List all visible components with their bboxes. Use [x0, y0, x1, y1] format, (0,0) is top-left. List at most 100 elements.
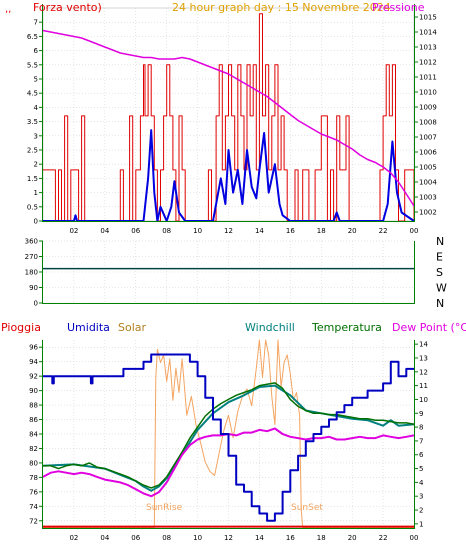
humidity-tick-label: 84 — [29, 431, 38, 439]
humidity-tick-label: 80 — [29, 459, 38, 467]
pressure-tick-label: 1013 — [419, 44, 437, 52]
x-tick-label-08: 08 — [162, 534, 171, 542]
humidity-tick-label: 74 — [29, 503, 38, 511]
humidity-tick-label: 96 — [29, 344, 38, 352]
x-tick-label-20: 20 — [348, 534, 357, 542]
direction-tick-label: 360 — [25, 238, 38, 246]
x-tick-label-22: 22 — [379, 534, 388, 542]
humidity-tick-label: 78 — [29, 474, 38, 482]
pressure-tick-label: 1015 — [419, 14, 437, 22]
humidity-tick-label: 94 — [29, 358, 38, 366]
wind-tick-label: 1 — [34, 189, 38, 197]
wind-tick-label: 5.5 — [27, 61, 38, 69]
wind-tick-label: 6 — [34, 47, 39, 55]
pressure-tick-label: 1011 — [419, 74, 437, 82]
x-tick-label-08: 08 — [162, 227, 171, 235]
pressure-tick-label: 1010 — [419, 89, 437, 97]
sunset-annotation: SunSet — [291, 503, 323, 513]
x-tick-label-14: 14 — [255, 227, 264, 235]
temperature-legend: Temperatura — [311, 321, 382, 334]
x-tick-label-12: 12 — [224, 534, 233, 542]
x-tick-label-16: 16 — [286, 534, 295, 542]
temperature-tick-label: 14 — [419, 341, 428, 349]
x-tick-label-12: 12 — [224, 227, 233, 235]
humidity-tick-label: 86 — [29, 416, 38, 424]
temperature-tick-label: 11 — [419, 382, 428, 390]
humidity-tick-label: 76 — [29, 488, 38, 496]
x-tick-label-10: 10 — [193, 227, 202, 235]
rain-legend: Pioggia — [1, 321, 41, 334]
x-tick-label-04: 04 — [100, 534, 109, 542]
humidity-tick-label: 82 — [29, 445, 38, 453]
x-tick-label-06: 06 — [131, 534, 140, 542]
pressure-tick-label: 1002 — [419, 209, 437, 217]
pressure-tick-label: 1012 — [419, 59, 437, 67]
wind-tick-label: 3 — [34, 132, 38, 140]
temperature-tick-label: 8 — [419, 424, 423, 432]
wind-tick-label: 2.5 — [27, 147, 38, 155]
x-tick-label-14: 14 — [255, 534, 264, 542]
wind-tick-label: 6.5 — [27, 33, 38, 41]
top-center-header: 24 hour graph day : 15 Novembre 2024 — [172, 1, 391, 14]
top-x-ticks: 02 04 06 08 10 12 14 16 18 20 22 00 — [69, 227, 418, 235]
compass-label-S: S — [436, 266, 443, 279]
wind-tick-label: 7 — [34, 19, 38, 27]
wind-tick-label: 5 — [34, 76, 38, 84]
wind-gust-line — [43, 129, 415, 222]
wind-tick-label: 3.5 — [27, 118, 38, 126]
x-tick-label-10: 10 — [193, 534, 202, 542]
pressure-tick-label: 1006 — [419, 149, 437, 157]
pressure-tick-label: 1014 — [419, 29, 437, 37]
wind-tick-label: 0 — [34, 218, 38, 226]
wind-tick-label: 4.5 — [27, 90, 38, 98]
top-left-ticks: 0 0.5 1 1.5 2 2.5 3 3.5 4 4.5 5 5.5 6 6.5 7 — [27, 19, 43, 226]
humidity-tick-label: 88 — [29, 402, 38, 410]
top-right-ticks: 1002 1003 1004 1005 1006 1007 1008 1009 1010 1011… — [414, 14, 437, 217]
temperature-tick-label: 13 — [419, 354, 428, 362]
direction-tick-label: 270 — [25, 253, 38, 261]
x-tick-label-02: 02 — [69, 534, 78, 542]
temperature-tick-label: 10 — [419, 396, 428, 404]
x-tick-label-02: 02 — [69, 227, 78, 235]
compass-label-E: E — [436, 251, 443, 264]
temperature-line — [43, 382, 415, 489]
solar-line — [43, 339, 414, 529]
bottom-series — [42, 339, 415, 529]
temperature-tick-label: 3 — [419, 493, 423, 501]
direction-left-ticks: 0 90 180 270 360 — [25, 238, 43, 308]
temperature-tick-label: 9 — [419, 410, 423, 418]
dewpoint-legend: Dew Point (°C) — [392, 321, 466, 334]
x-tick-label-00: 00 — [410, 534, 419, 542]
humidity-line — [43, 353, 414, 522]
top-header-marks: ,, — [5, 4, 11, 15]
pressure-tick-label: 1004 — [419, 179, 437, 187]
pressure-tick-label: 1007 — [419, 134, 437, 142]
windchill-legend: Windchill — [245, 321, 295, 334]
x-tick-label-00: 00 — [410, 227, 419, 235]
windchill-line — [42, 384, 415, 492]
x-tick-label-18: 18 — [317, 227, 326, 235]
compass-label-W: W — [436, 282, 447, 295]
temperature-tick-label: 4 — [419, 479, 424, 487]
wind-tick-label: 4 — [34, 104, 39, 112]
wind-tick-label: 0.5 — [27, 203, 38, 211]
direction-tick-label: 180 — [25, 269, 38, 277]
x-tick-label-22: 22 — [379, 227, 388, 235]
wind-tick-label: 2 — [34, 161, 38, 169]
temperature-tick-label: 2 — [419, 507, 423, 515]
pressure-tick-label: 1005 — [419, 164, 437, 172]
compass-label-N: N — [436, 235, 444, 248]
pressure-line — [42, 29, 415, 207]
compass-label-N: N — [436, 297, 444, 310]
pressure-tick-label: 1008 — [419, 119, 437, 127]
temperature-tick-label: 12 — [419, 368, 428, 376]
sunrise-annotation: SunRise — [146, 503, 183, 513]
x-tick-label-20: 20 — [348, 227, 357, 235]
temperature-tick-label: 5 — [419, 465, 423, 473]
x-tick-label-06: 06 — [131, 227, 140, 235]
x-tick-label-04: 04 — [100, 227, 109, 235]
